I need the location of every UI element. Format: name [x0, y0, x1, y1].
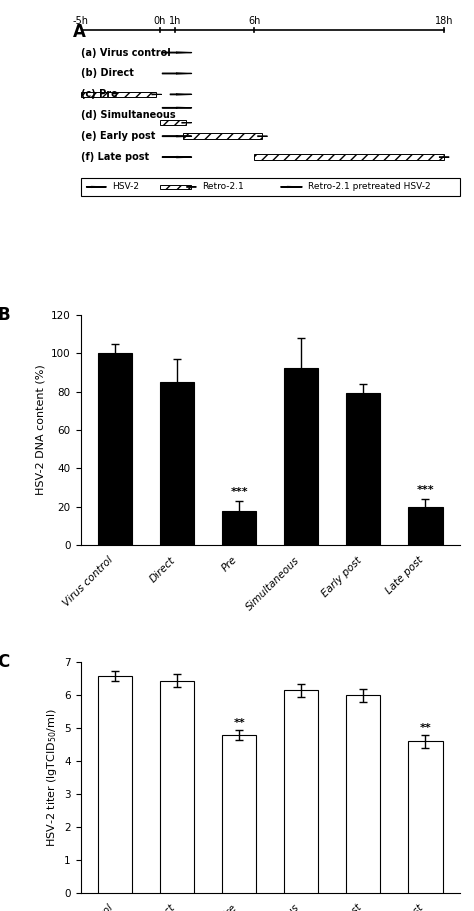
- Y-axis label: HSV-2 titer (lgTCID$_{50}$/ml): HSV-2 titer (lgTCID$_{50}$/ml): [45, 708, 59, 847]
- Text: (b) Direct: (b) Direct: [81, 68, 134, 78]
- Text: ***: ***: [230, 487, 248, 497]
- Text: 1h: 1h: [169, 16, 182, 26]
- Text: **: **: [419, 723, 431, 733]
- Y-axis label: HSV-2 DNA content (%): HSV-2 DNA content (%): [36, 364, 46, 496]
- Text: Retro-2.1 pretreated HSV-2: Retro-2.1 pretreated HSV-2: [308, 182, 431, 191]
- Text: (f) Late post: (f) Late post: [81, 152, 149, 162]
- Text: ***: ***: [417, 486, 434, 496]
- Bar: [98, 676, 132, 893]
- Text: 6h: 6h: [248, 16, 261, 26]
- Text: (d) Simultaneous: (d) Simultaneous: [81, 110, 175, 120]
- Bar: [160, 185, 191, 189]
- Bar: [284, 691, 319, 893]
- Bar: [284, 368, 319, 545]
- FancyBboxPatch shape: [81, 178, 460, 196]
- Text: **: **: [233, 718, 245, 728]
- Text: -5h: -5h: [73, 16, 89, 26]
- Bar: [98, 353, 132, 545]
- Bar: [255, 154, 444, 159]
- Text: (e) Early post: (e) Early post: [81, 131, 155, 141]
- Text: C: C: [0, 653, 9, 671]
- Text: (c) Pre: (c) Pre: [81, 89, 118, 99]
- Bar: [222, 735, 256, 893]
- Bar: [160, 120, 186, 125]
- Bar: [81, 92, 156, 97]
- Bar: [346, 695, 381, 893]
- Bar: [409, 507, 443, 545]
- Text: (a) Virus control: (a) Virus control: [81, 47, 170, 57]
- Bar: [160, 382, 194, 545]
- Text: 18h: 18h: [435, 16, 453, 26]
- Bar: [222, 510, 256, 545]
- Text: 0h: 0h: [154, 16, 166, 26]
- Text: B: B: [0, 305, 10, 323]
- Bar: [183, 134, 262, 138]
- Bar: [346, 394, 381, 545]
- Text: A: A: [73, 23, 85, 41]
- Text: Retro-2.1: Retro-2.1: [202, 182, 244, 191]
- Bar: [160, 681, 194, 893]
- Text: HSV-2: HSV-2: [112, 182, 139, 191]
- Bar: [409, 742, 443, 893]
